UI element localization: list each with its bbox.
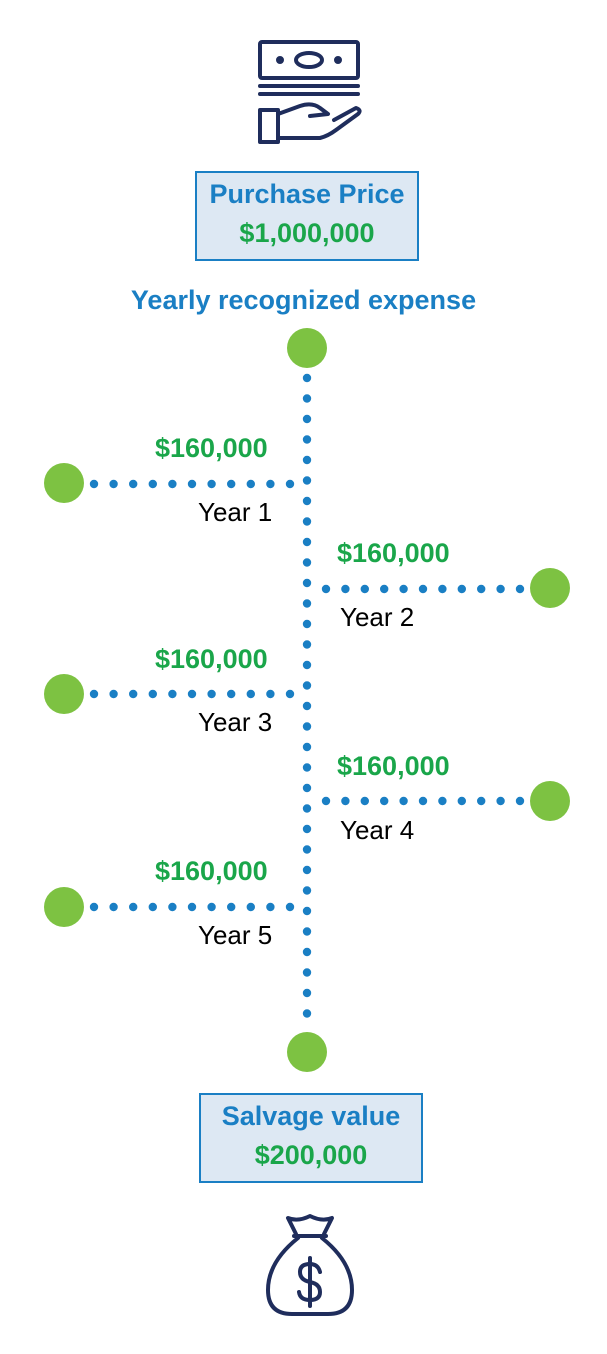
timeline-start-node — [287, 328, 327, 368]
year-node — [530, 568, 570, 608]
timeline-dot — [302, 783, 312, 793]
timeline-dot — [302, 681, 312, 690]
purchase-price-title: Purchase Price — [209, 179, 405, 209]
timeline-dot — [302, 476, 312, 485]
year-amount: $160,000 — [155, 644, 268, 674]
salvage-value-title: Salvage value — [221, 1101, 401, 1131]
year-node — [530, 781, 570, 821]
timeline-dot — [302, 742, 312, 752]
year-label: Year 5 — [198, 920, 273, 950]
timeline-dot — [302, 927, 312, 936]
year-node — [44, 887, 84, 927]
salvage-value-box: Salvage value $200,000 — [199, 1093, 423, 1183]
timeline-dot — [302, 804, 312, 813]
timeline-dot — [302, 763, 312, 772]
timeline-dot — [302, 722, 312, 731]
timeline-dot — [302, 824, 312, 834]
money-bag-icon — [266, 1214, 354, 1316]
timeline-dot — [302, 537, 312, 547]
year-amount: $160,000 — [155, 856, 268, 886]
timeline-dot — [302, 373, 312, 383]
year-branch-line — [89, 689, 295, 699]
timeline-dot — [302, 435, 312, 444]
year-label: Year 2 — [340, 602, 415, 632]
cash-in-hand-icon — [258, 40, 362, 144]
timeline-dot — [302, 1009, 312, 1018]
timeline-dot — [302, 988, 312, 998]
yearly-expense-heading: Yearly recognized expense — [130, 285, 477, 315]
timeline-dot — [302, 619, 312, 629]
year-branch-line — [89, 479, 295, 489]
timeline-dot — [302, 701, 312, 711]
timeline-end-node — [287, 1032, 327, 1072]
timeline-dot — [302, 906, 312, 916]
timeline-dot — [302, 886, 312, 895]
timeline-dot — [302, 845, 312, 854]
purchase-price-value: $1,000,000 — [239, 218, 375, 248]
year-label: Year 3 — [198, 707, 273, 737]
timeline-dot — [302, 865, 312, 875]
timeline-dot — [302, 394, 312, 403]
timeline-dot — [302, 599, 312, 608]
timeline-vertical-line — [302, 373, 312, 1018]
timeline-dot — [302, 660, 312, 670]
timeline-dot — [302, 455, 312, 465]
timeline-dot — [302, 947, 312, 957]
year-amount: $160,000 — [337, 538, 450, 568]
year-node — [44, 674, 84, 714]
timeline-dot — [302, 578, 312, 588]
year-label: Year 4 — [340, 815, 415, 845]
year-amount: $160,000 — [155, 433, 268, 463]
timeline-dot — [302, 496, 312, 506]
year-branch-line — [321, 584, 525, 594]
timeline-dot — [302, 640, 312, 649]
timeline-dot — [302, 517, 312, 526]
timeline-dot — [302, 414, 312, 424]
year-node — [44, 463, 84, 503]
year-label: Year 1 — [198, 497, 273, 527]
salvage-value-amount: $200,000 — [254, 1140, 368, 1170]
purchase-price-box: Purchase Price $1,000,000 — [195, 171, 419, 261]
timeline-dot — [302, 968, 312, 977]
year-branch-line — [321, 796, 525, 806]
timeline-dot — [302, 558, 312, 567]
year-branch-line — [89, 902, 295, 912]
year-amount: $160,000 — [337, 751, 450, 781]
